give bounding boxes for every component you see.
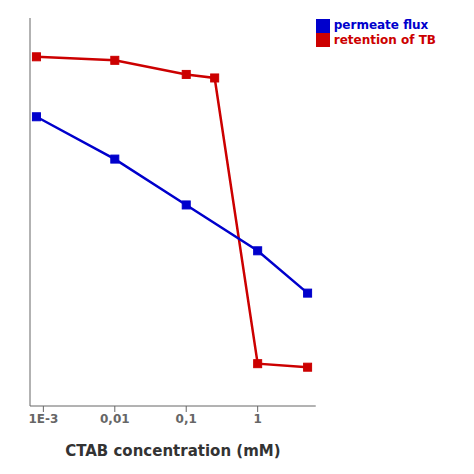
svg-text:0,1: 0,1	[176, 412, 197, 426]
svg-text:CTAB concentration (mM): CTAB concentration (mM)	[65, 442, 280, 460]
svg-text:0,01: 0,01	[100, 412, 130, 426]
svg-text:1E-3: 1E-3	[28, 412, 58, 426]
html-text:permeate flux: permeate flux	[333, 18, 429, 32]
html-text:retention of TB: retention of TB	[333, 32, 436, 47]
svg-text:1: 1	[253, 412, 261, 426]
